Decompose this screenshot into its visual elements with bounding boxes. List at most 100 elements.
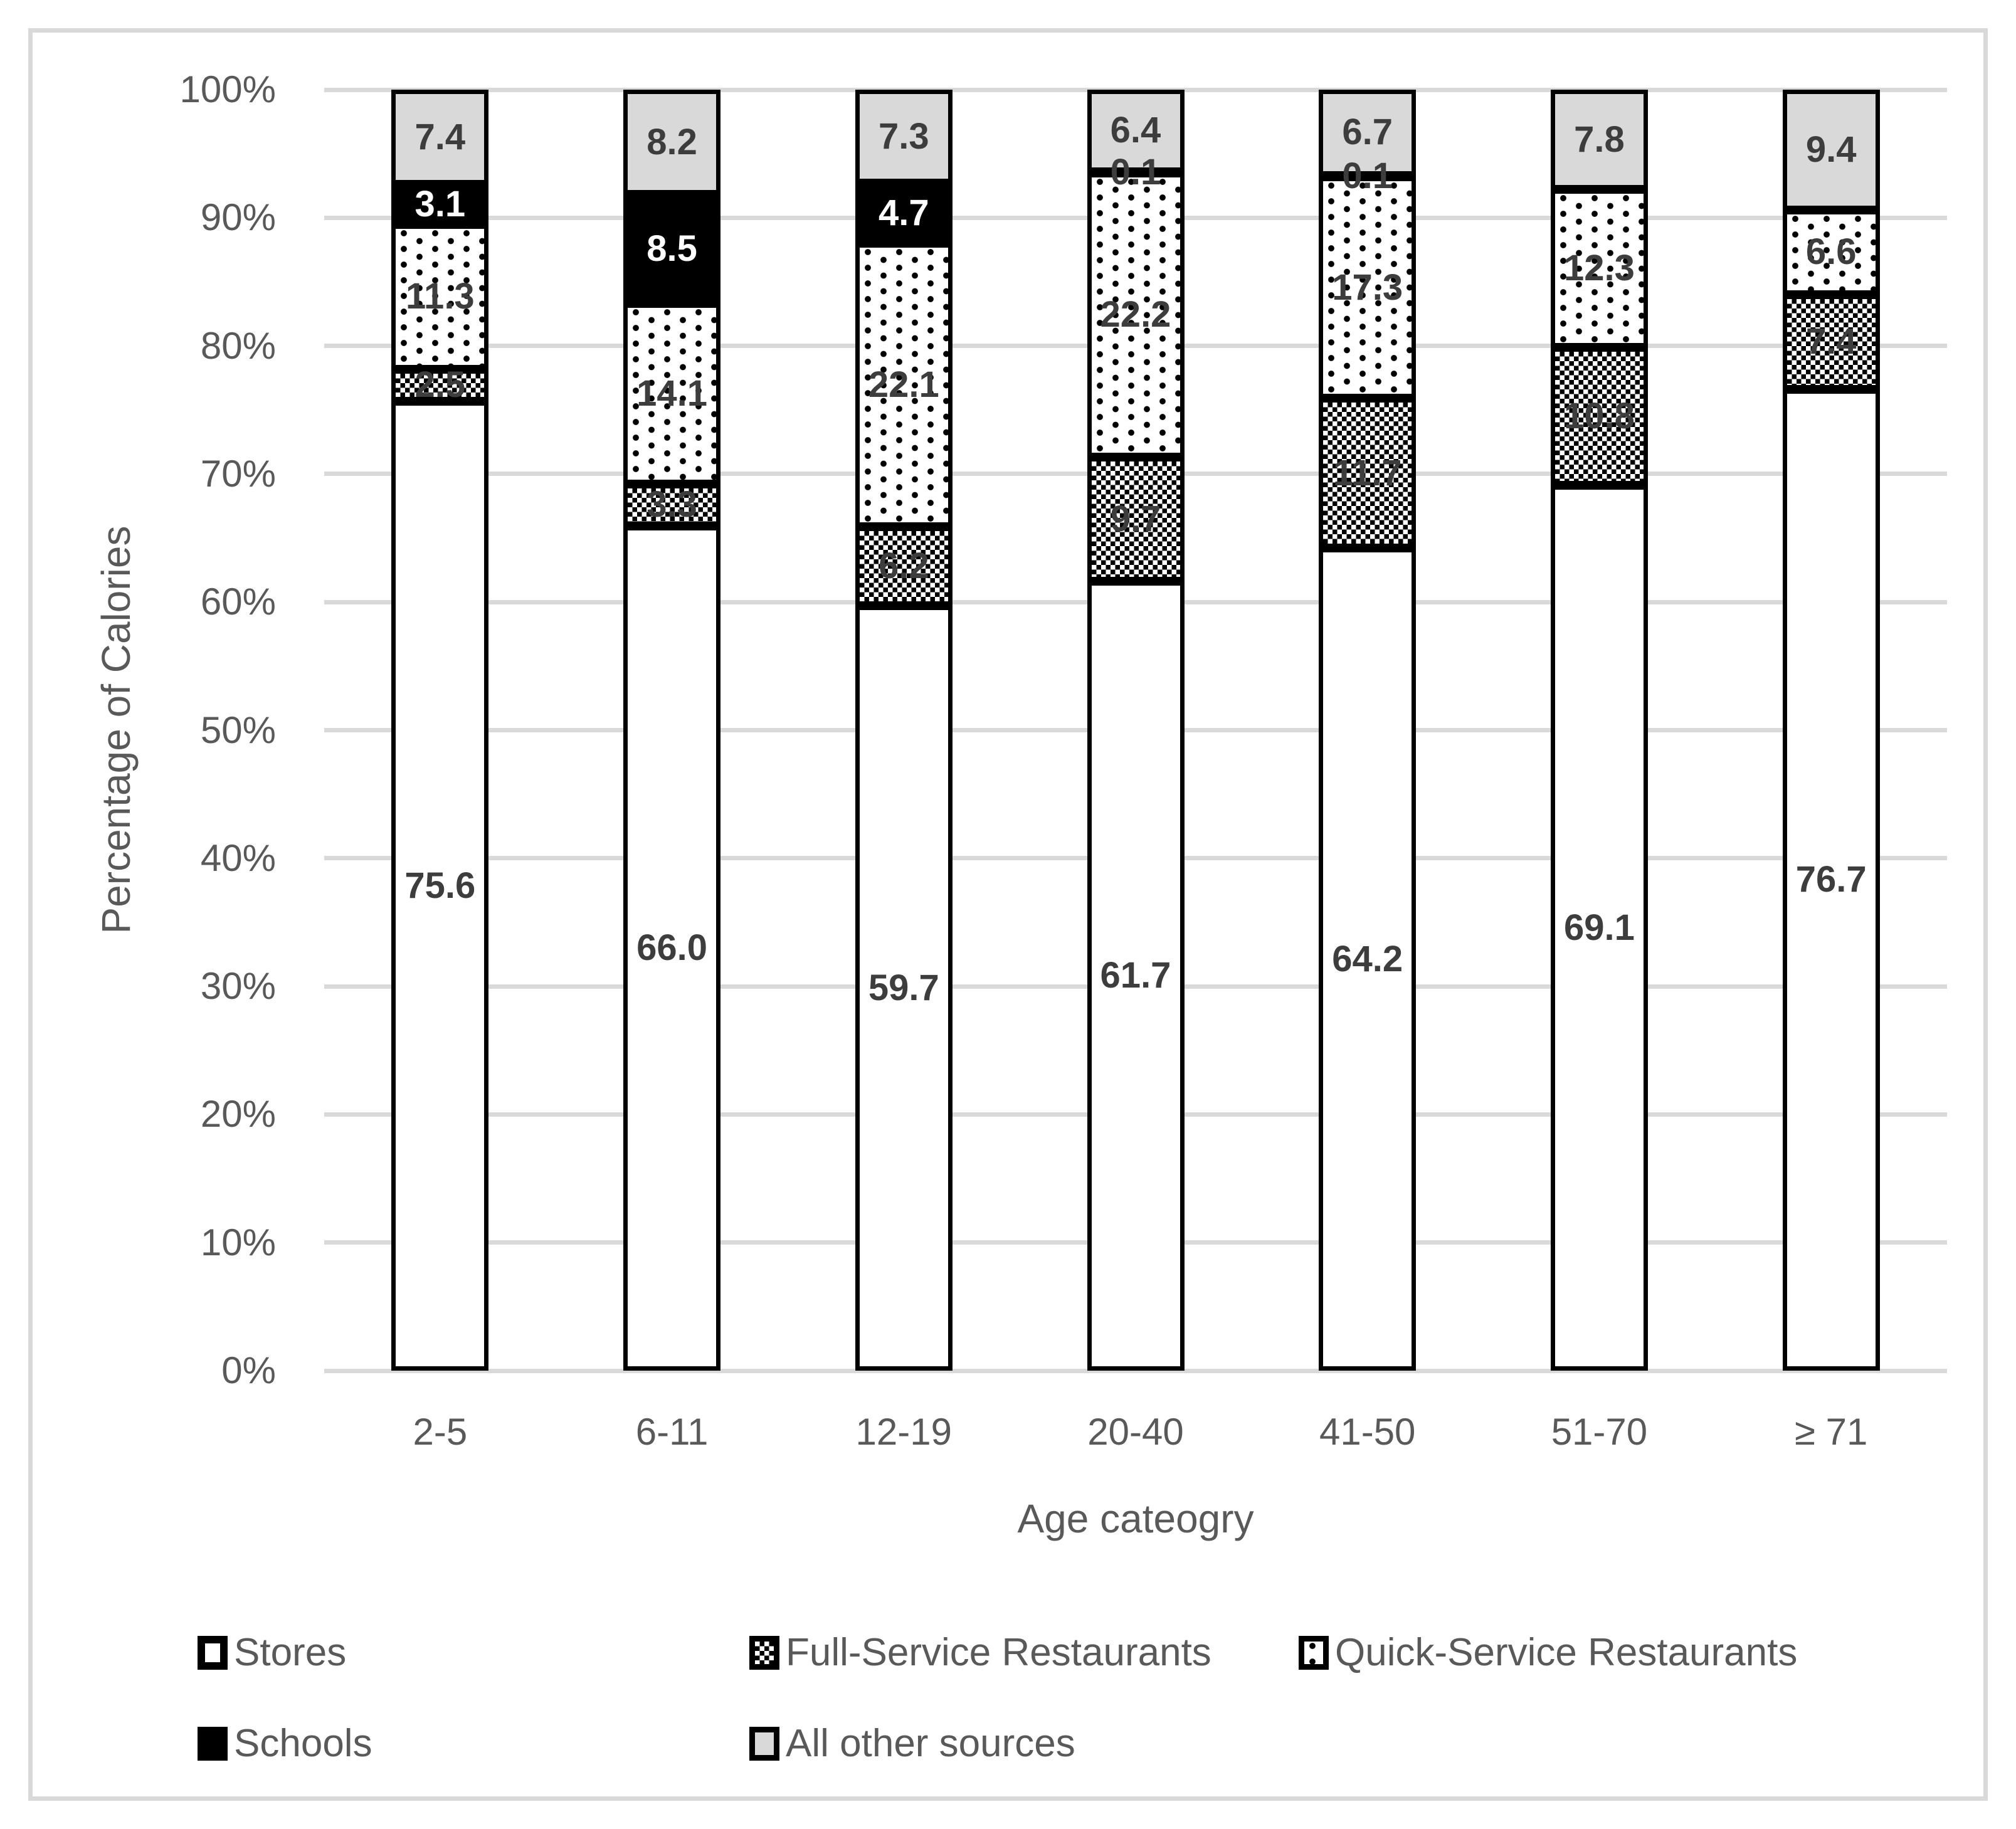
value-label-schools: 0.1 [1110, 151, 1161, 192]
segment-quick-service-restaurants [391, 224, 489, 369]
value-label-full-service-restaurants: 7.4 [1805, 321, 1857, 362]
value-label-quick-service-restaurants: 11.3 [406, 276, 475, 317]
value-label-schools: 3.1 [414, 184, 466, 225]
segment-stores [391, 401, 489, 1371]
segment-stores [1782, 389, 1880, 1371]
segment-schools [855, 183, 953, 244]
segment-full-service-restaurants [1550, 347, 1648, 486]
legend-label: Full-Service Restaurants [786, 1631, 1211, 1674]
value-label-full-service-restaurants: 10.8 [1563, 395, 1635, 436]
value-label-all-other-sources: 8.2 [646, 121, 697, 162]
value-label-schools: 4.7 [878, 192, 929, 234]
value-label-stores: 66.0 [636, 927, 708, 969]
segment-all-other-sources [1782, 90, 1880, 210]
segment-quick-service-restaurants [855, 243, 953, 527]
legend-swatch-all-other-sources [749, 1727, 779, 1761]
value-label-quick-service-restaurants: 17.3 [1332, 266, 1403, 308]
value-label-full-service-restaurants: 3.3 [646, 484, 697, 525]
legend-item-stores: Stores [198, 1633, 346, 1672]
legend-label: Schools [234, 1722, 372, 1765]
x-tick-label-41-50: 41-50 [1319, 1411, 1416, 1453]
segment-full-service-restaurants [1319, 398, 1417, 549]
value-label-stores: 69.1 [1563, 907, 1635, 949]
value-label-stores: 64.2 [1332, 939, 1403, 980]
legend-swatch-quick-service-restaurants [1299, 1636, 1329, 1670]
segment-quick-service-restaurants [1087, 172, 1185, 457]
plot-area: 75.6 2.5 11.3 3.1 7.4 66.0 3.3 14.1 8.5 8.2 59.7 6.… [324, 87, 1947, 1373]
gridline [324, 87, 1947, 92]
bar-2-5: 75.6 2.5 11.3 3.1 7.4 [391, 90, 489, 1371]
y-tick-label-60pct: 60% [200, 581, 276, 623]
y-tick-label-40pct: 40% [200, 836, 276, 879]
segment-full-service-restaurants [855, 526, 953, 606]
bar-12-19: 59.7 6.2 22.1 4.7 7.3 [855, 90, 953, 1371]
value-label-stores: 76.7 [1795, 859, 1867, 900]
value-label-all-other-sources: 9.4 [1805, 129, 1857, 170]
legend-swatch-stores [198, 1636, 228, 1670]
segment-all-other-sources [623, 90, 721, 195]
value-label-schools: 8.5 [646, 228, 697, 270]
segment-full-service-restaurants [623, 483, 721, 526]
segment-schools [623, 194, 721, 303]
x-tick-label-2-5: 2-5 [413, 1411, 468, 1453]
x-tick-label-12-19: 12-19 [855, 1411, 953, 1453]
segment-stores [1319, 548, 1417, 1371]
x-tick-label-20-40: 20-40 [1087, 1411, 1184, 1453]
segment-schools [391, 184, 489, 224]
segment-quick-service-restaurants [1782, 209, 1880, 295]
y-tick-label-80pct: 80% [200, 324, 276, 367]
legend-item-schools: Schools [198, 1724, 372, 1763]
value-label-all-other-sources: 7.3 [878, 115, 929, 157]
legend-item-quick-service-restaurants: Quick-Service Restaurants [1299, 1633, 1797, 1672]
chart-outer-border [28, 28, 1988, 1801]
legend-swatch-full-service-restaurants [749, 1636, 779, 1670]
bar-51-70: 69.1 10.8 12.3 7.8 [1550, 90, 1648, 1371]
value-label-all-other-sources: 7.4 [414, 116, 466, 157]
segment-quick-service-restaurants [1319, 176, 1417, 399]
value-label-full-service-restaurants: 9.7 [1110, 498, 1161, 539]
value-label-full-service-restaurants: 11.7 [1333, 452, 1402, 493]
segment-full-service-restaurants [1087, 456, 1185, 581]
segment-full-service-restaurants [1782, 294, 1880, 389]
y-tick-label-100pct: 100% [179, 68, 276, 110]
x-tick-label-51-70: 51-70 [1551, 1411, 1648, 1453]
value-label-full-service-restaurants: 6.2 [878, 545, 929, 586]
segment-stores [855, 606, 953, 1371]
bar-≥71: 76.7 7.4 6.6 9.4 [1782, 90, 1880, 1371]
segment-full-service-restaurants [391, 369, 489, 401]
legend-label: All other sources [786, 1722, 1075, 1765]
value-label-schools: 0.1 [1342, 155, 1393, 196]
x-axis-baseline [324, 1368, 1947, 1373]
legend-swatch-schools [198, 1727, 228, 1761]
value-label-stores: 75.6 [404, 865, 476, 906]
x-tick-label-≥71: ≥ 71 [1794, 1411, 1868, 1453]
segment-all-other-sources [1087, 90, 1185, 172]
value-label-full-service-restaurants: 2.5 [414, 364, 466, 406]
value-label-stores: 59.7 [868, 967, 939, 1009]
segment-quick-service-restaurants [623, 303, 721, 484]
y-tick-label-30pct: 30% [200, 965, 276, 1008]
bar-41-50: 64.2 11.7 17.3 0.1 6.7 [1319, 90, 1417, 1371]
segment-all-other-sources [1550, 90, 1648, 190]
segment-stores [623, 525, 721, 1371]
value-label-all-other-sources: 6.7 [1342, 112, 1393, 153]
value-label-quick-service-restaurants: 6.6 [1805, 231, 1857, 273]
legend-item-all-other-sources: All other sources [749, 1724, 1075, 1763]
x-axis-title: Age cateogry [1017, 1496, 1254, 1541]
legend-item-full-service-restaurants: Full-Service Restaurants [749, 1633, 1211, 1672]
value-label-all-other-sources: 7.8 [1574, 119, 1625, 160]
segment-quick-service-restaurants [1550, 189, 1648, 347]
y-tick-label-10pct: 10% [200, 1221, 276, 1263]
segment-stores [1087, 581, 1185, 1371]
segment-all-other-sources [391, 90, 489, 185]
value-label-stores: 61.7 [1100, 955, 1171, 996]
y-tick-label-0pct: 0% [221, 1349, 276, 1391]
value-label-quick-service-restaurants: 22.1 [868, 364, 939, 405]
x-tick-label-6-11: 6-11 [635, 1411, 709, 1453]
bar-6-11: 66.0 3.3 14.1 8.5 8.2 [623, 90, 721, 1371]
value-label-quick-service-restaurants: 12.3 [1563, 247, 1635, 288]
legend-label: Stores [234, 1631, 347, 1674]
segment-all-other-sources [1319, 90, 1417, 176]
y-tick-label-50pct: 50% [200, 709, 276, 751]
